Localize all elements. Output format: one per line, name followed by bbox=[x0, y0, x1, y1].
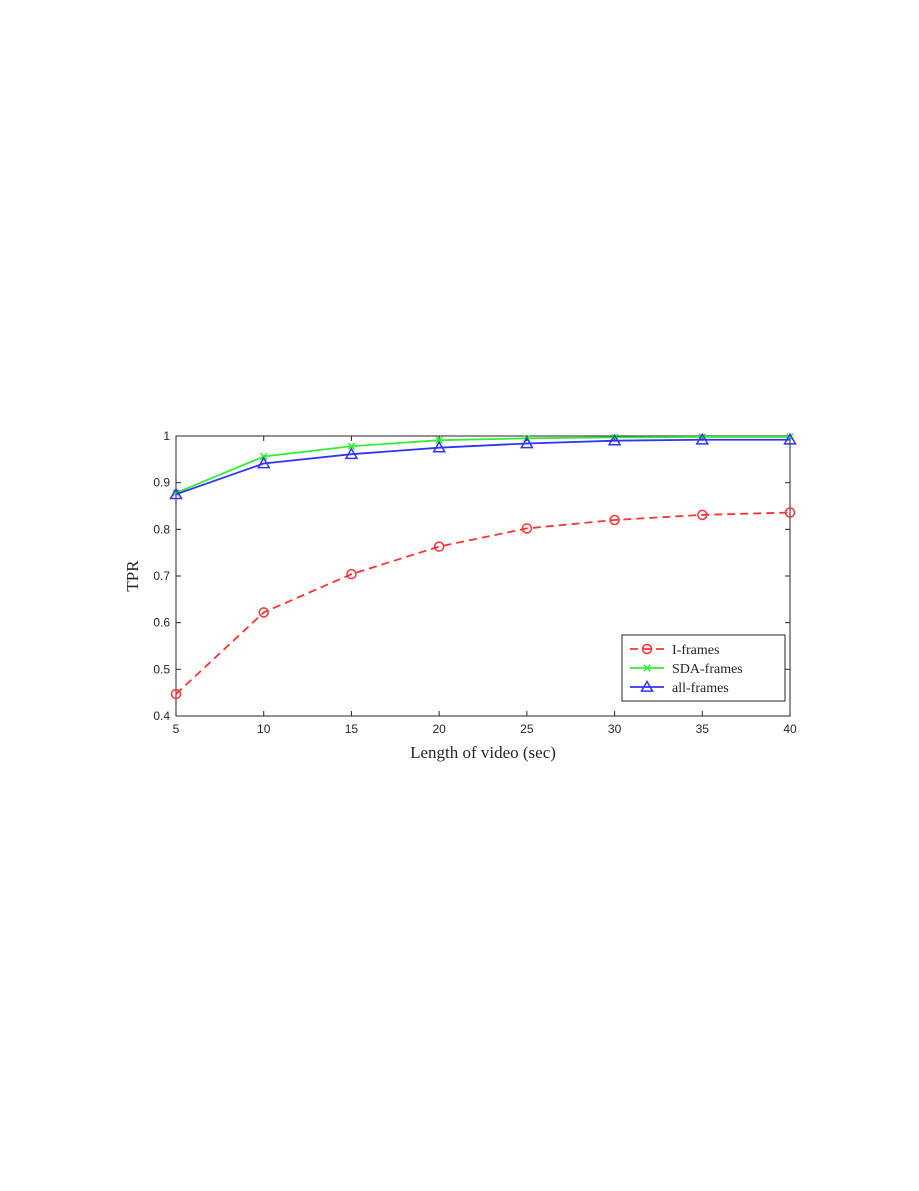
data-point bbox=[258, 607, 269, 618]
x-axis-title: Length of video (sec) bbox=[410, 743, 556, 762]
data-point bbox=[521, 523, 533, 534]
data-point bbox=[347, 442, 356, 450]
x-tick-label: 30 bbox=[608, 722, 622, 736]
x-tick-label: 10 bbox=[257, 722, 271, 736]
data-point bbox=[170, 688, 182, 700]
data-point bbox=[256, 456, 271, 469]
data-point bbox=[697, 509, 708, 521]
legend-item: all-frames bbox=[630, 679, 729, 696]
y-tick-label: 0.9 bbox=[153, 476, 170, 490]
legend-marker bbox=[641, 643, 653, 655]
data-point bbox=[435, 436, 443, 444]
axis-ticks: 5 10 15 20 25 30 35 40 0.4 0.5 0.6 0.7 0.8 0.9 1 bbox=[153, 429, 797, 736]
legend-item: I-frames bbox=[630, 643, 719, 658]
legend-label: I-frames bbox=[672, 643, 719, 658]
data-point bbox=[432, 440, 446, 453]
series-group bbox=[169, 432, 797, 700]
x-tick-label: 20 bbox=[432, 722, 446, 736]
legend-label: SDA-frames bbox=[672, 662, 743, 677]
data-point bbox=[172, 489, 180, 497]
x-tick-label: 35 bbox=[696, 722, 710, 736]
legend-marker bbox=[640, 679, 654, 692]
legend: I-frames SDA-frames all-frames bbox=[621, 634, 786, 702]
data-point bbox=[784, 507, 796, 518]
data-point bbox=[169, 487, 183, 500]
y-tick-label: 1 bbox=[163, 429, 170, 443]
data-point bbox=[695, 432, 710, 445]
x-tick-label: 15 bbox=[345, 722, 359, 736]
data-point bbox=[607, 433, 622, 446]
x-tick-label: 25 bbox=[520, 722, 534, 736]
data-point bbox=[609, 514, 620, 526]
series-line bbox=[175, 438, 790, 496]
data-point bbox=[344, 447, 359, 460]
y-axis-title: TPR bbox=[123, 560, 142, 592]
series-line bbox=[175, 436, 790, 494]
y-tick-label: 0.6 bbox=[153, 616, 170, 630]
series-i-frames bbox=[170, 507, 796, 700]
data-point bbox=[520, 436, 534, 449]
y-tick-label: 0.4 bbox=[153, 709, 170, 723]
legend-label: all-frames bbox=[672, 681, 729, 696]
series-all-frames bbox=[169, 432, 797, 500]
y-tick-label: 0.8 bbox=[153, 522, 170, 536]
y-tick-label: 0.5 bbox=[153, 662, 170, 676]
series-line bbox=[175, 511, 791, 695]
data-point bbox=[783, 432, 797, 445]
x-tick-label: 5 bbox=[173, 722, 180, 736]
data-point bbox=[433, 541, 445, 552]
y-tick-label: 0.7 bbox=[153, 569, 170, 583]
data-point bbox=[346, 568, 357, 580]
x-tick-label: 40 bbox=[783, 722, 797, 736]
legend-item: SDA-frames bbox=[630, 662, 743, 677]
legend-marker bbox=[643, 664, 651, 672]
